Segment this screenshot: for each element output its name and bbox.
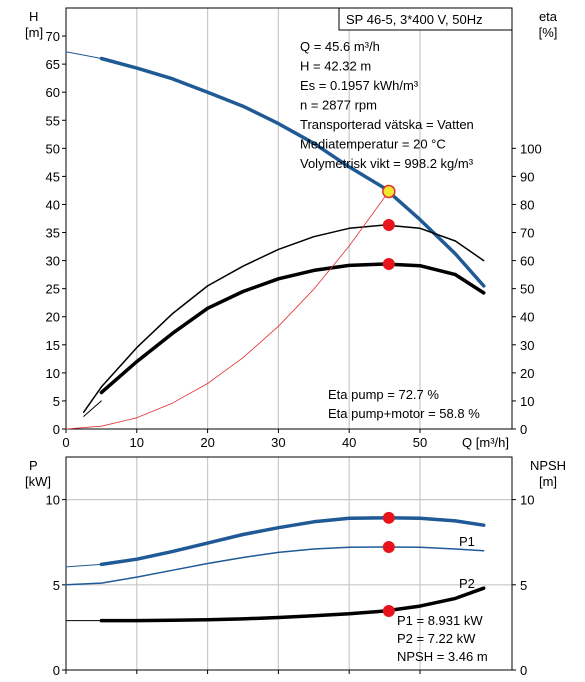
efficiency-info-line: Eta pump = 72.7 % (328, 387, 439, 402)
bottom-panel: 0 5 10 0 5 10 P[kW] NPSH[m] P1 P2 P1 = 8.931 kW P2 … (25, 456, 566, 678)
series-line-H-extension (65, 51, 102, 59)
power-info-line: P1 = 8.931 kW (397, 613, 483, 628)
power-info-line: P2 = 7.22 kW (397, 631, 476, 646)
data-point-P1-point (382, 511, 395, 524)
y-left-tick-label: 25 (46, 282, 60, 297)
x-tick-label: 10 (130, 435, 144, 450)
y-right-tick-label: 20 (520, 366, 534, 381)
y-left-tick-label: 40 (46, 197, 60, 212)
series-line-eta-pump-plus-motor (99, 262, 486, 395)
y-left-tick-label: 0 (53, 422, 60, 437)
x-tick-label: 30 (271, 435, 285, 450)
operating-info-line: H = 42.32 m (300, 59, 371, 74)
y-left-tick-label: 70 (46, 29, 60, 44)
y-left-tick-label: 55 (46, 113, 60, 128)
data-point-eta-pump-point (382, 218, 395, 231)
y-left-tick-label: 15 (46, 338, 60, 353)
y-left-tick-label: 5 (53, 578, 60, 593)
efficiency-info-line: Eta pump+motor = 58.8 % (328, 406, 480, 421)
data-point-P2-point (382, 540, 395, 553)
y-right-tick-label: 5 (520, 578, 527, 593)
y-right-title: eta (539, 9, 558, 24)
chart-title: SP 46-5, 3*400 V, 50Hz (346, 12, 483, 27)
y-left-tick-label: 10 (46, 366, 60, 381)
y-right-unit: [m] (539, 474, 557, 489)
y-right-tick-label: 90 (520, 169, 534, 184)
y-right-tick-label: 50 (520, 282, 534, 297)
series-line-system-curve (65, 191, 390, 430)
y-left-tick-label: 30 (46, 254, 60, 269)
x-tick-label: 20 (200, 435, 214, 450)
series-line-eta-pump (82, 224, 485, 413)
y-right-tick-label: 70 (520, 226, 534, 241)
operating-info-line: Mediatemperatur = 20 °C (300, 137, 446, 152)
series-label-p2: P2 (459, 576, 475, 591)
y-left-tick-label: 0 (53, 663, 60, 678)
y-left-tick-label: 5 (53, 394, 60, 409)
data-point-eta-pump-plus-motor-point (382, 257, 395, 270)
y-left-tick-label: 10 (46, 493, 60, 508)
y-right-tick-label: 30 (520, 338, 534, 353)
x-tick-label: 40 (342, 435, 356, 450)
top-panel: 0 5 10 15 20 25 30 35 40 45 50 55 60 65 70 0 10 20 30 40 50 6… (25, 7, 558, 450)
operating-info-line: Q = 45.6 m³/h (300, 39, 380, 54)
y-right-unit: [%] (539, 25, 558, 40)
y-left-tick-label: 65 (46, 57, 60, 72)
series-line-H (99, 56, 486, 288)
plot-frame (65, 7, 513, 430)
y-right-tick-label: 0 (520, 422, 527, 437)
y-left-tick-label: 60 (46, 85, 60, 100)
x-tick-label: 50 (413, 435, 427, 450)
y-left-unit: [m] (25, 25, 43, 40)
x-axis-title: Q [m³/h] (462, 435, 509, 450)
y-right-tick-label: 40 (520, 310, 534, 325)
y-left-tick-label: 50 (46, 141, 60, 156)
power-info-line: NPSH = 3.46 m (397, 649, 488, 664)
y-left-title: H (29, 9, 38, 24)
y-left-tick-label: 20 (46, 310, 60, 325)
data-point-NPSH-point (382, 605, 395, 618)
operating-info-line: Transporterad vätska = Vatten (300, 117, 474, 132)
series-line-P1-extension (65, 563, 102, 568)
operating-info-line: Es = 0.1957 kWh/m³ (300, 78, 419, 93)
data-point-operating-point (382, 184, 396, 199)
y-left-title: P (29, 458, 38, 473)
y-right-tick-label: 10 (520, 394, 534, 409)
operating-info-line: n = 2877 rpm (300, 98, 377, 113)
series-line-P1 (99, 516, 486, 567)
x-tick-label: 0 (62, 435, 69, 450)
series-label-p1: P1 (459, 534, 475, 549)
series-line-P2 (65, 546, 485, 586)
y-right-tick-label: 100 (520, 141, 542, 156)
series-line-NPSH (99, 586, 486, 623)
y-left-tick-label: 45 (46, 169, 60, 184)
y-right-tick-label: 0 (520, 663, 527, 678)
title-box (338, 7, 513, 31)
series-line-eta-pump-plus-motor-extension (83, 400, 102, 417)
y-left-unit: [kW] (25, 474, 51, 489)
y-right-tick-label: 10 (520, 493, 534, 508)
y-left-tick-label: 35 (46, 226, 60, 241)
plot-frame (65, 456, 513, 671)
y-right-title: NPSH (530, 458, 566, 473)
y-right-tick-label: 60 (520, 254, 534, 269)
operating-info-line: Volymetrisk vikt = 998.2 kg/m³ (300, 156, 474, 171)
y-right-tick-label: 80 (520, 197, 534, 212)
